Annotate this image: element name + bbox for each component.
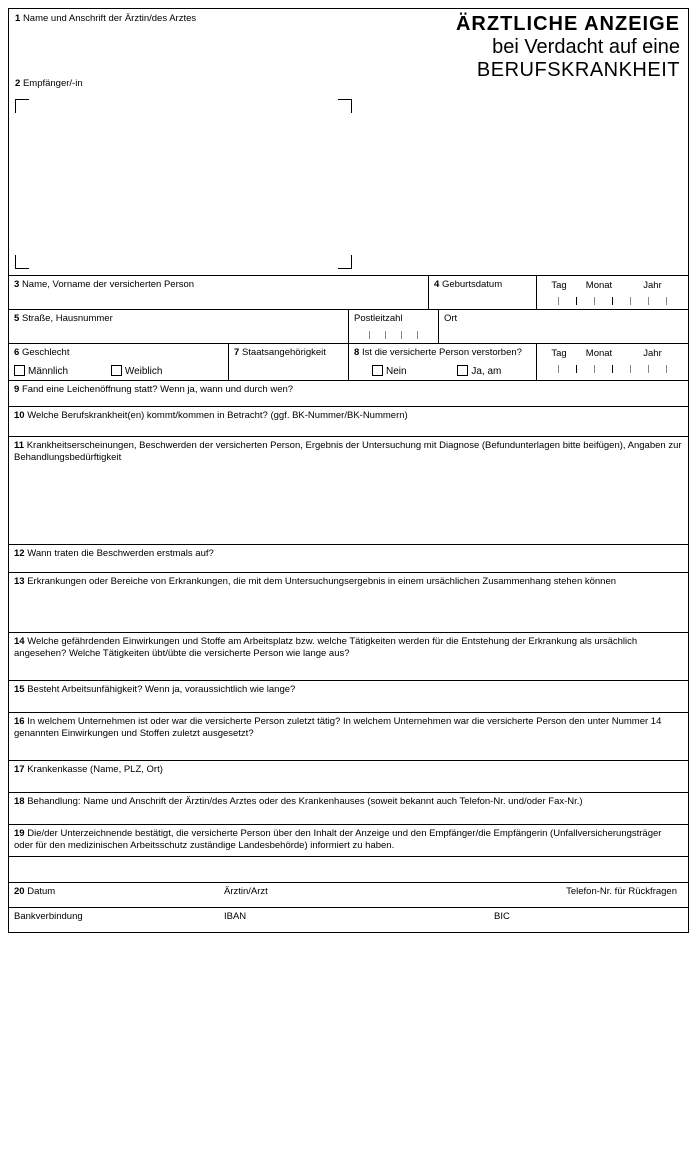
plz-ticks[interactable] xyxy=(354,327,433,339)
row-18: 18 Behandlung: Name und Anschrift der Är… xyxy=(9,792,688,824)
field-11-label: 11 Krankheitserscheinungen, Beschwerden … xyxy=(14,440,683,464)
row-19: 19 Die/der Unterzeichnende bestätigt, di… xyxy=(9,824,688,856)
field-10-label: 10 Welche Berufskrankheit(en) kommt/komm… xyxy=(14,410,683,422)
corner-mark-icon xyxy=(15,255,29,269)
field-5-label: 5 Straße, Hausnummer xyxy=(14,313,343,325)
row-16: 16 In welchem Unternehmen ist oder war d… xyxy=(9,712,688,760)
row-10: 10 Welche Berufskrankheit(en) kommt/komm… xyxy=(9,406,688,436)
field-12-label: 12 Wann traten die Beschwerden erstmals … xyxy=(14,548,683,560)
field-2-label: 2 Empfänger/-in xyxy=(15,78,450,89)
field-15-label: 15 Besteht Arbeitsunfähigkeit? Wenn ja, … xyxy=(14,684,683,696)
corner-mark-icon xyxy=(338,255,352,269)
date-header-2: Tag Monat Jahr xyxy=(541,346,684,359)
footer-bic-label: BIC xyxy=(494,911,594,922)
corner-mark-icon xyxy=(338,99,352,113)
field-8-label: 8 Ist die versicherte Person verstorben? xyxy=(354,347,531,359)
row-13: 13 Erkrankungen oder Bereiche von Erkran… xyxy=(9,572,688,632)
field-14-label: 14 Welche gefährdenden Einwirkungen und … xyxy=(14,636,683,660)
title-line-3: BERUFSKRANKHEIT xyxy=(456,59,680,82)
field-17-label: 17 Krankenkasse (Name, PLZ, Ort) xyxy=(14,764,683,776)
checkbox-nein[interactable]: Nein xyxy=(372,366,407,377)
footer-iban-label: IBAN xyxy=(224,911,494,922)
checkbox-ja[interactable]: Ja, am xyxy=(457,366,501,377)
field-3-label: 3 Name, Vorname der versicherten Person xyxy=(14,279,423,291)
field-ort-label: Ort xyxy=(444,313,683,325)
checkbox-female[interactable]: Weiblich xyxy=(111,366,163,377)
row-11: 11 Krankheitserscheinungen, Beschwerden … xyxy=(9,436,688,544)
row-sex-nat-deceased: 6 Geschlecht Männlich Weiblich 7 Staatsa… xyxy=(9,343,688,380)
field-1-label: 1 Name und Anschrift der Ärztin/des Arzt… xyxy=(15,13,450,24)
medical-report-form: 1 Name und Anschrift der Ärztin/des Arzt… xyxy=(8,8,689,933)
field-4-label: 4 Geburtsdatum xyxy=(434,279,531,291)
field-20-label: 20 Datum xyxy=(14,886,224,897)
row-20: 20 Datum Ärztin/Arzt Telefon-Nr. für Rüc… xyxy=(9,882,688,907)
title-line-1: ÄRZTLICHE ANZEIGE xyxy=(456,13,680,36)
date-header: Tag Monat Jahr xyxy=(541,278,684,291)
footer-arzt-label: Ärztin/Arzt xyxy=(224,886,494,897)
row-17: 17 Krankenkasse (Name, PLZ, Ort) xyxy=(9,760,688,792)
row-bank: Bankverbindung IBAN BIC xyxy=(9,907,688,932)
row-9: 9 Fand eine Leichenöffnung statt? Wenn j… xyxy=(9,380,688,406)
row-name-dob: 3 Name, Vorname der versicherten Person … xyxy=(9,275,688,309)
corner-mark-icon xyxy=(15,99,29,113)
date-ticks-2[interactable] xyxy=(541,361,684,373)
field-6-label: 6 Geschlecht xyxy=(14,347,223,359)
field-plz-label: Postleitzahl xyxy=(354,313,433,325)
field-19-label: 19 Die/der Unterzeichnende bestätigt, di… xyxy=(14,828,683,852)
recipient-box xyxy=(9,93,688,275)
field-18-label: 18 Behandlung: Name und Anschrift der Är… xyxy=(14,796,683,808)
checkbox-male[interactable]: Männlich xyxy=(14,366,68,377)
date-ticks[interactable] xyxy=(541,293,684,305)
row-12: 12 Wann traten die Beschwerden erstmals … xyxy=(9,544,688,572)
row-14: 14 Welche gefährdenden Einwirkungen und … xyxy=(9,632,688,680)
field-16-label: 16 In welchem Unternehmen ist oder war d… xyxy=(14,716,683,740)
field-9-label: 9 Fand eine Leichenöffnung statt? Wenn j… xyxy=(14,384,683,396)
field-13-label: 13 Erkrankungen oder Bereiche von Erkran… xyxy=(14,576,683,588)
footer-telefon-label: Telefon-Nr. für Rückfragen xyxy=(494,886,683,897)
field-7-label: 7 Staatsangehörigkeit xyxy=(234,347,343,359)
spacer xyxy=(9,856,688,882)
row-15: 15 Besteht Arbeitsunfähigkeit? Wenn ja, … xyxy=(9,680,688,712)
title-line-2: bei Verdacht auf eine xyxy=(456,36,680,59)
header-row: 1 Name und Anschrift der Ärztin/des Arzt… xyxy=(9,9,688,93)
row-address: 5 Straße, Hausnummer Postleitzahl Ort xyxy=(9,309,688,343)
form-title: ÄRZTLICHE ANZEIGE bei Verdacht auf eine … xyxy=(456,9,688,93)
footer-bank-label: Bankverbindung xyxy=(14,911,224,922)
